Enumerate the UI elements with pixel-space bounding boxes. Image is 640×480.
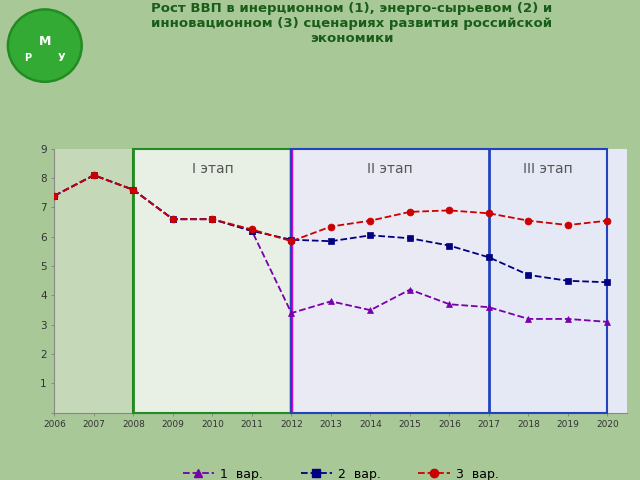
Text: Р: Р <box>24 53 32 63</box>
Text: М: М <box>38 35 51 48</box>
Circle shape <box>8 9 83 83</box>
Text: У: У <box>58 53 65 63</box>
Bar <box>133 149 291 413</box>
Bar <box>291 149 489 413</box>
Bar <box>133 149 291 413</box>
Legend: 1  вар., 2  вар., 3  вар.: 1 вар., 2 вар., 3 вар. <box>178 463 504 480</box>
Text: II этап: II этап <box>367 162 413 176</box>
Text: Рост ВВП в инерционном (1), энерго-сырьевом (2) и
инновационном (3) сценариях ра: Рост ВВП в инерционном (1), энерго-сырье… <box>152 2 552 46</box>
Circle shape <box>10 12 80 80</box>
Bar <box>489 149 627 413</box>
Text: III этап: III этап <box>524 162 573 176</box>
Bar <box>291 149 607 413</box>
Text: I этап: I этап <box>191 162 234 176</box>
